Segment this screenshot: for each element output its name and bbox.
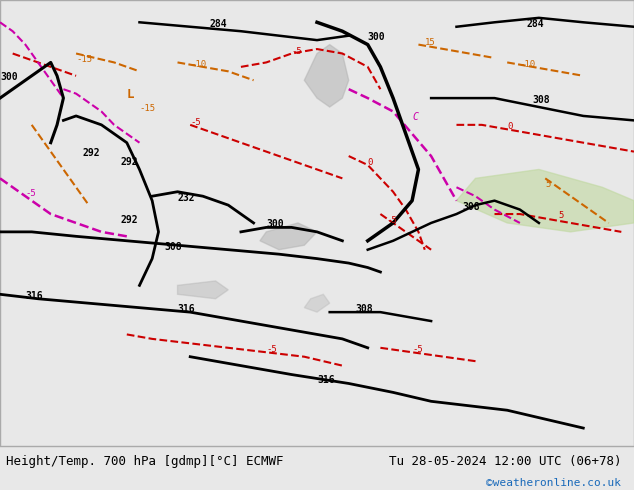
Text: 308: 308 xyxy=(165,242,183,252)
Text: 5: 5 xyxy=(558,212,563,220)
Text: -5: -5 xyxy=(412,345,423,354)
Text: Height/Temp. 700 hPa [gdmp][°C] ECMWF: Height/Temp. 700 hPa [gdmp][°C] ECMWF xyxy=(6,455,284,468)
Text: ©weatheronline.co.uk: ©weatheronline.co.uk xyxy=(486,478,621,489)
Text: -5: -5 xyxy=(387,216,398,225)
Text: 15: 15 xyxy=(425,38,436,47)
Text: 284: 284 xyxy=(526,19,544,29)
Text: 292: 292 xyxy=(120,215,138,225)
Text: -15: -15 xyxy=(76,55,92,64)
Polygon shape xyxy=(304,45,349,107)
Text: 316: 316 xyxy=(25,291,43,301)
Text: 308: 308 xyxy=(533,95,550,104)
Text: 300: 300 xyxy=(368,32,385,42)
Polygon shape xyxy=(178,281,228,299)
Polygon shape xyxy=(456,170,634,232)
Text: 316: 316 xyxy=(317,375,335,386)
Text: 0: 0 xyxy=(507,122,512,131)
Polygon shape xyxy=(304,294,330,312)
Text: L: L xyxy=(127,88,134,101)
Text: C: C xyxy=(412,112,418,122)
Text: 284: 284 xyxy=(209,19,227,29)
Text: -5: -5 xyxy=(266,345,277,354)
Text: -5: -5 xyxy=(25,189,36,198)
Text: -15: -15 xyxy=(139,104,155,114)
Text: -10: -10 xyxy=(520,60,536,69)
Text: 5: 5 xyxy=(545,180,550,189)
Text: 308: 308 xyxy=(463,201,481,212)
Text: 0: 0 xyxy=(368,158,373,167)
Text: 300: 300 xyxy=(0,72,18,82)
Text: -5: -5 xyxy=(292,47,302,55)
Text: Tu 28-05-2024 12:00 UTC (06+78): Tu 28-05-2024 12:00 UTC (06+78) xyxy=(389,455,621,468)
Polygon shape xyxy=(260,223,317,250)
Text: 300: 300 xyxy=(266,220,284,229)
Text: -10: -10 xyxy=(190,60,206,69)
Text: 292: 292 xyxy=(82,148,100,158)
Text: 232: 232 xyxy=(178,193,195,203)
Text: -5: -5 xyxy=(190,118,201,127)
Text: 308: 308 xyxy=(355,304,373,314)
Text: 292: 292 xyxy=(120,157,138,167)
Text: 316: 316 xyxy=(178,304,195,314)
